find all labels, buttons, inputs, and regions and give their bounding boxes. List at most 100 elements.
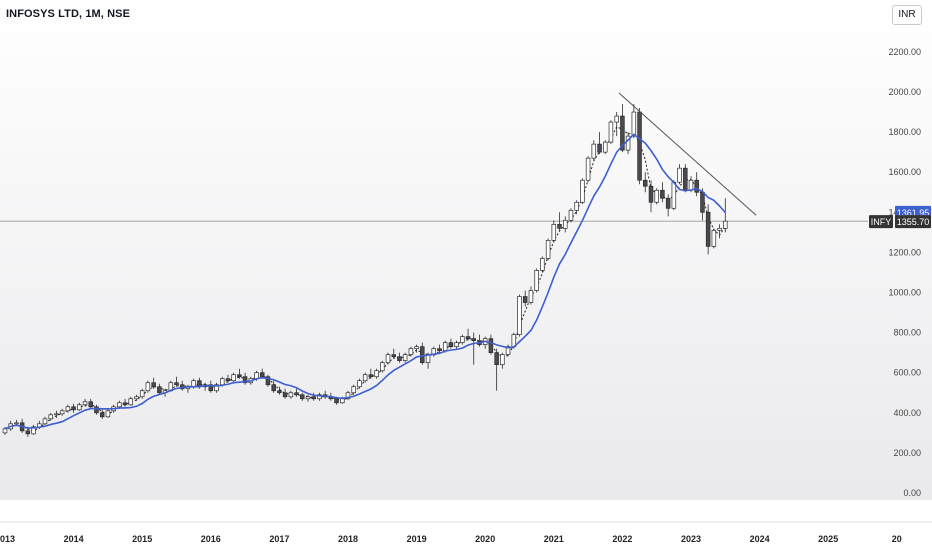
candle-body — [299, 394, 305, 400]
x-tick-label: 2018 — [338, 534, 358, 544]
currency-button[interactable]: INR — [892, 5, 922, 25]
candle-body — [705, 211, 711, 247]
candle-body — [545, 240, 551, 259]
candle-body — [311, 396, 316, 400]
y-tick-label: 800.00 — [893, 328, 921, 338]
candle-body — [380, 362, 385, 372]
candle-body — [534, 270, 539, 291]
candle-body — [94, 406, 99, 414]
candle-body — [374, 370, 379, 378]
y-tick-label: 0.00 — [903, 488, 921, 498]
candle-body — [574, 201, 579, 211]
candle-body — [494, 352, 499, 366]
candle-body — [208, 384, 214, 392]
candle-body — [717, 227, 722, 231]
candle-body — [351, 386, 356, 394]
candle-body — [597, 143, 602, 153]
candle-body — [608, 121, 614, 143]
candle-body — [648, 185, 654, 203]
y-tick-label: 1800.00 — [888, 127, 921, 137]
candle-body — [305, 396, 311, 400]
candle-body — [122, 402, 128, 406]
x-tick-label: 2015 — [132, 534, 152, 544]
candle-body — [282, 392, 288, 398]
candle-body — [391, 354, 397, 358]
candle-body — [294, 392, 299, 396]
candle-body — [591, 143, 597, 159]
candle-body — [134, 396, 139, 400]
trend-line — [618, 92, 757, 216]
candle-body — [683, 167, 688, 191]
candle-body — [551, 223, 557, 241]
candle-body — [557, 223, 562, 229]
candle-body — [522, 296, 528, 303]
candle-body — [88, 401, 93, 408]
candle-body — [414, 346, 419, 349]
candle-body — [665, 197, 671, 209]
candle-body — [505, 346, 511, 356]
candle-body — [31, 426, 36, 435]
fast-average-line — [4, 126, 726, 432]
candle-body — [14, 422, 19, 425]
candle-body — [694, 179, 699, 193]
candle-body — [671, 181, 677, 209]
candle-body — [99, 412, 105, 418]
y-tick-label: 600.00 — [893, 368, 921, 378]
candle-body — [139, 390, 145, 398]
candle-body — [65, 406, 71, 412]
candle-body — [362, 374, 368, 382]
last-price-tag — [895, 215, 931, 229]
x-tick-label: 2025 — [818, 534, 838, 544]
candle-body — [345, 392, 351, 400]
moving-average-line — [4, 133, 726, 430]
x-tick-label: 20 — [892, 534, 902, 544]
y-tick-label: 400.00 — [893, 408, 921, 418]
candle-body — [105, 410, 111, 418]
candle-body — [614, 115, 619, 123]
candle-body — [357, 380, 362, 388]
candle-body — [368, 374, 374, 378]
candle-body — [145, 382, 151, 392]
candle-body — [265, 376, 271, 386]
candle-body — [488, 338, 494, 353]
candle-body — [77, 404, 82, 411]
candle-body — [402, 354, 408, 362]
candle-body — [471, 338, 476, 341]
candle-body — [711, 229, 717, 247]
candle-body — [71, 406, 76, 411]
candle-body — [625, 135, 631, 151]
candle-body — [620, 115, 625, 151]
x-tick-label: 2022 — [612, 534, 632, 544]
candle-body — [214, 384, 219, 392]
x-tick-label: 2017 — [269, 534, 289, 544]
candle-body — [602, 141, 608, 153]
candle-body — [420, 346, 425, 364]
candle-body — [317, 394, 322, 400]
candle-body — [220, 378, 225, 386]
candle-body — [568, 209, 574, 221]
candle-body — [157, 386, 162, 394]
x-tick-label: 2024 — [750, 534, 770, 544]
candle-body — [442, 342, 448, 351]
candle-body — [271, 384, 276, 392]
candle-body — [465, 336, 471, 339]
candle-body — [237, 374, 242, 378]
candle-body — [59, 410, 65, 415]
x-tick-label: 2016 — [201, 534, 221, 544]
y-tick-label: 1200.00 — [888, 247, 921, 257]
candle-body — [117, 402, 122, 408]
candle-body — [242, 376, 248, 384]
y-tick-label: 2200.00 — [888, 47, 921, 57]
candle-body — [288, 392, 294, 398]
y-tick-label: 1600.00 — [888, 167, 921, 177]
candle-body — [448, 342, 454, 347]
candle-body — [677, 167, 682, 183]
candle-body — [700, 191, 705, 213]
candle-body — [528, 290, 534, 303]
candle-body — [191, 380, 196, 388]
y-tick-label: 200.00 — [893, 448, 921, 458]
candle-body — [174, 382, 179, 386]
candle-body — [48, 414, 54, 420]
